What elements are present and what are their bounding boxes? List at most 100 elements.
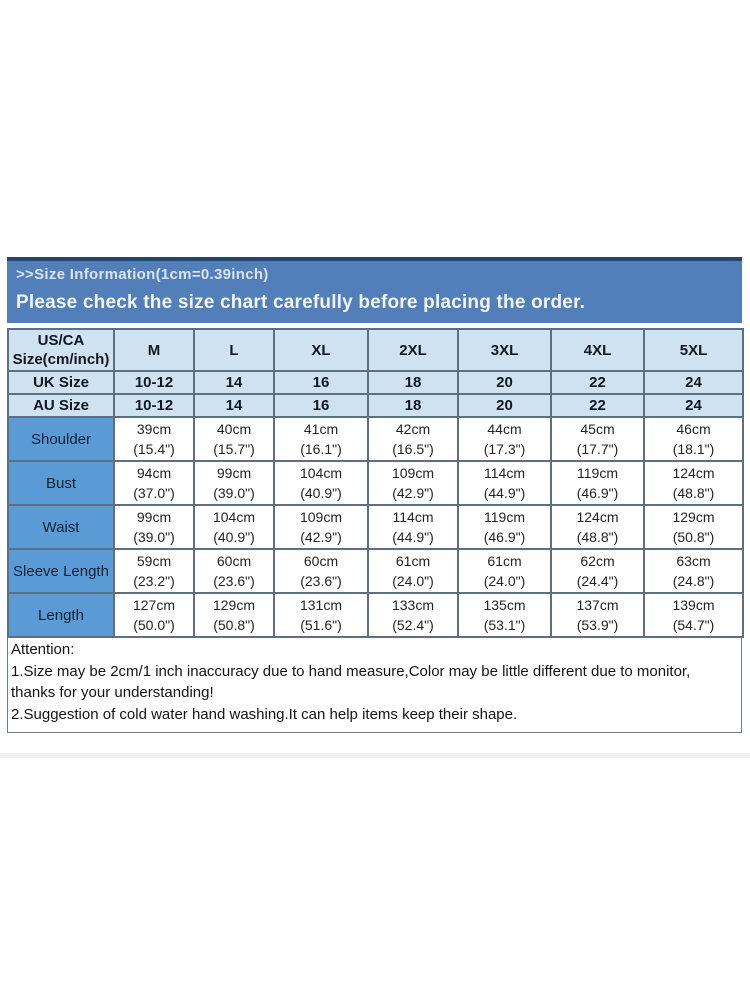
measurement-inch: (39.0") bbox=[133, 529, 175, 545]
measurement-inch: (44.9") bbox=[392, 529, 434, 545]
measurement-cm: 41cm bbox=[303, 421, 339, 437]
measurement-cell: 39cm (15.4") bbox=[113, 416, 195, 462]
measurement-cell: 40cm (15.7") bbox=[193, 416, 275, 462]
size-cell: 22 bbox=[550, 393, 645, 418]
measurement-cell: 104cm (40.9") bbox=[193, 504, 275, 550]
measurement-inch: (46.9") bbox=[576, 485, 619, 501]
row-label: Length bbox=[7, 592, 115, 638]
measurement-cm: 135cm bbox=[483, 597, 526, 613]
measurement-inch: (40.9") bbox=[213, 529, 255, 545]
corner-header-line: US/CA bbox=[37, 332, 85, 349]
measurement-cell: 114cm (44.9") bbox=[367, 504, 459, 550]
measurement-inch: (51.6") bbox=[300, 617, 342, 633]
measurement-cm: 94cm bbox=[136, 465, 172, 481]
measurement-inch: (37.0") bbox=[133, 485, 175, 501]
measurement-cell: 131cm (51.6") bbox=[273, 592, 369, 638]
size-cell: 20 bbox=[457, 370, 552, 395]
measurement-cell: 59cm (23.2") bbox=[113, 548, 195, 594]
measurement-cell: 45cm (17.7") bbox=[550, 416, 645, 462]
measurement-cell: 41cm (16.1") bbox=[273, 416, 369, 462]
measurement-row: Waist 99cm (39.0") 104cm (40.9") 109cm (42.9")… bbox=[7, 504, 744, 550]
measurement-row: Bust 94cm (37.0") 99cm (39.0") 104cm (40.9") 10… bbox=[7, 460, 744, 506]
size-cell: 10-12 bbox=[113, 370, 195, 395]
measurement-cm: 62cm bbox=[580, 553, 615, 569]
row-label: Shoulder bbox=[7, 416, 115, 462]
measurement-cell: 42cm (16.5") bbox=[367, 416, 459, 462]
measurement-cm: 133cm bbox=[391, 597, 435, 613]
measurement-cell: 104cm (40.9") bbox=[273, 460, 369, 506]
measurement-inch: (24.8") bbox=[672, 573, 715, 589]
measurement-cell: 109cm (42.9") bbox=[367, 460, 459, 506]
measurement-cm: 114cm bbox=[392, 509, 434, 525]
measurement-inch: (48.8") bbox=[576, 529, 619, 545]
measurement-cell: 127cm (50.0") bbox=[113, 592, 195, 638]
measurement-inch: (24.4") bbox=[576, 573, 619, 589]
measurement-cell: 94cm (37.0") bbox=[113, 460, 195, 506]
attention-section: Attention: 1.Size may be 2cm/1 inch inac… bbox=[7, 638, 742, 733]
measurement-cell: 119cm (46.9") bbox=[457, 504, 552, 550]
measurement-cell: 99cm (39.0") bbox=[113, 504, 195, 550]
row-label: AU Size bbox=[7, 393, 115, 418]
measurement-cell: 124cm (48.8") bbox=[643, 460, 744, 506]
size-chart-body: UK Size 10-12 14 16 18 20 22 24 AU Size 10-12 14 16… bbox=[7, 370, 744, 638]
measurement-cell: 61cm (24.0") bbox=[367, 548, 459, 594]
measurement-cell: 62cm (24.4") bbox=[550, 548, 645, 594]
attention-line: thanks for your understanding! bbox=[11, 684, 214, 701]
measurement-cm: 124cm bbox=[672, 465, 715, 481]
size-cell: 16 bbox=[273, 370, 369, 395]
measurement-cm: 109cm bbox=[391, 465, 435, 481]
size-cell: 22 bbox=[550, 370, 645, 395]
measurement-cm: 127cm bbox=[132, 597, 176, 613]
measurement-cm: 99cm bbox=[216, 465, 252, 481]
size-column-header: 2XL bbox=[367, 328, 459, 372]
measurement-cell: 137cm (53.9") bbox=[550, 592, 645, 638]
size-column-header: L bbox=[193, 328, 275, 372]
measurement-inch: (18.1") bbox=[672, 441, 715, 457]
size-cell: 20 bbox=[457, 393, 552, 418]
measurement-cm: 104cm bbox=[299, 465, 343, 481]
size-column-header: XL bbox=[273, 328, 369, 372]
bottom-divider bbox=[0, 753, 750, 758]
measurement-cm: 129cm bbox=[672, 509, 715, 525]
size-info-banner: >>Size Information(1cm=0.39inch) Please … bbox=[7, 257, 742, 323]
row-label: UK Size bbox=[7, 370, 115, 395]
size-cell: 16 bbox=[273, 393, 369, 418]
measurement-inch: (40.9") bbox=[300, 485, 342, 501]
measurement-cell: 135cm (53.1") bbox=[457, 592, 552, 638]
measurement-row: Sleeve Length 59cm (23.2") 60cm (23.6") 60cm (… bbox=[7, 548, 744, 594]
measurement-inch: (50.8") bbox=[672, 529, 715, 545]
size-info-title: >>Size Information(1cm=0.39inch) bbox=[16, 266, 269, 283]
corner-header-cell: US/CA Size(cm/inch) bbox=[7, 328, 115, 372]
measurement-cell: 46cm (18.1") bbox=[643, 416, 744, 462]
measurement-cell: 99cm (39.0") bbox=[193, 460, 275, 506]
measurement-cm: 59cm bbox=[136, 553, 172, 569]
measurement-inch: (24.0") bbox=[392, 573, 434, 589]
measurement-cell: 114cm (44.9") bbox=[457, 460, 552, 506]
size-chart-header: US/CA Size(cm/inch) M L XL 2XL 3XL 4XL 5XL bbox=[7, 328, 744, 372]
measurement-cell: 124cm (48.8") bbox=[550, 504, 645, 550]
measurement-cm: 119cm bbox=[484, 509, 525, 525]
attention-line: 1.Size may be 2cm/1 inch inaccuracy due … bbox=[11, 662, 691, 680]
measurement-inch: (44.9") bbox=[483, 485, 526, 501]
measurement-inch: (42.9") bbox=[392, 485, 434, 501]
measurement-inch: (16.1") bbox=[300, 441, 342, 457]
measurement-cm: 124cm bbox=[576, 509, 619, 525]
measurement-inch: (54.7") bbox=[672, 617, 715, 633]
measurement-cm: 61cm bbox=[487, 553, 522, 569]
size-cell: 18 bbox=[367, 393, 459, 418]
measurement-inch: (42.9") bbox=[300, 529, 342, 545]
measurement-inch: (48.8") bbox=[672, 485, 715, 501]
measurement-inch: (23.2") bbox=[133, 573, 175, 589]
size-column-header: 4XL bbox=[550, 328, 645, 372]
measurement-cm: 114cm bbox=[484, 465, 525, 481]
measurement-cm: 63cm bbox=[676, 553, 711, 569]
measurement-inch: (15.4") bbox=[133, 441, 175, 457]
measurement-cell: 63cm (24.8") bbox=[643, 548, 744, 594]
size-column-header: 3XL bbox=[457, 328, 552, 372]
measurement-cm: 40cm bbox=[216, 421, 252, 437]
measurement-inch: (39.0") bbox=[213, 485, 255, 501]
measurement-cell: 133cm (52.4") bbox=[367, 592, 459, 638]
size-check-note: Please check the size chart carefully be… bbox=[16, 292, 586, 313]
measurement-cell: 60cm (23.6") bbox=[193, 548, 275, 594]
